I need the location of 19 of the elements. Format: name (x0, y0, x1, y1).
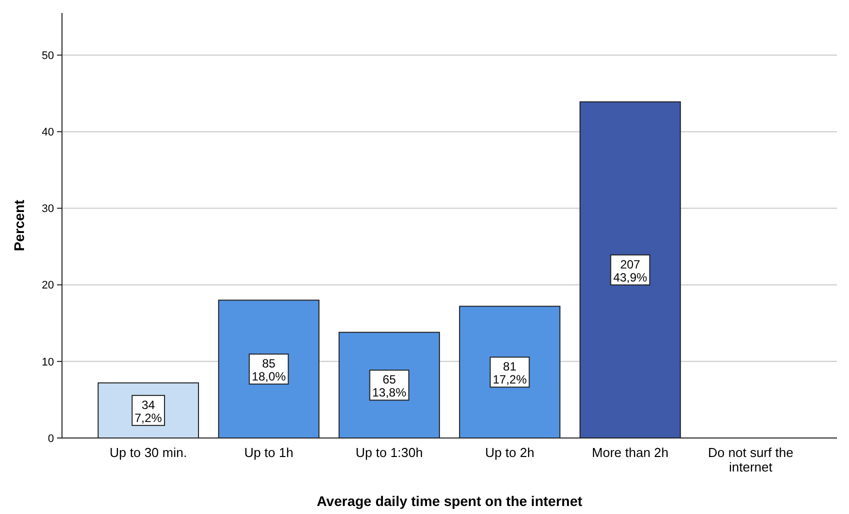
x-axis-title: Average daily time spent on the internet (316, 493, 583, 509)
x-tick-label: Up to 30 min. (110, 445, 187, 460)
y-tick-label: 20 (42, 280, 54, 292)
x-tick-label: Up to 1h (244, 445, 294, 460)
data-label: 81 17,2% (492, 360, 528, 387)
y-tick-label: 30 (42, 203, 54, 216)
y-tick-label: 10 (42, 356, 54, 368)
y-axis-title: Percent (11, 199, 27, 252)
y-tick-label: 0 (48, 432, 54, 445)
data-label: 85 18,0% (252, 356, 286, 384)
y-tick-label: 50 (42, 50, 54, 62)
x-tick-label: Up to 2h (485, 445, 534, 460)
data-label: 34 7,2% (134, 398, 162, 425)
x-tick-label: Up to 1:30h (356, 445, 423, 460)
data-label: 65 13,8% (372, 372, 407, 400)
x-tick-label: Do not surf the internet (708, 445, 794, 474)
data-label: 207 43,9% (613, 257, 648, 284)
y-tick-label: 40 (42, 126, 54, 139)
x-tick-label: More than 2h (592, 445, 669, 460)
